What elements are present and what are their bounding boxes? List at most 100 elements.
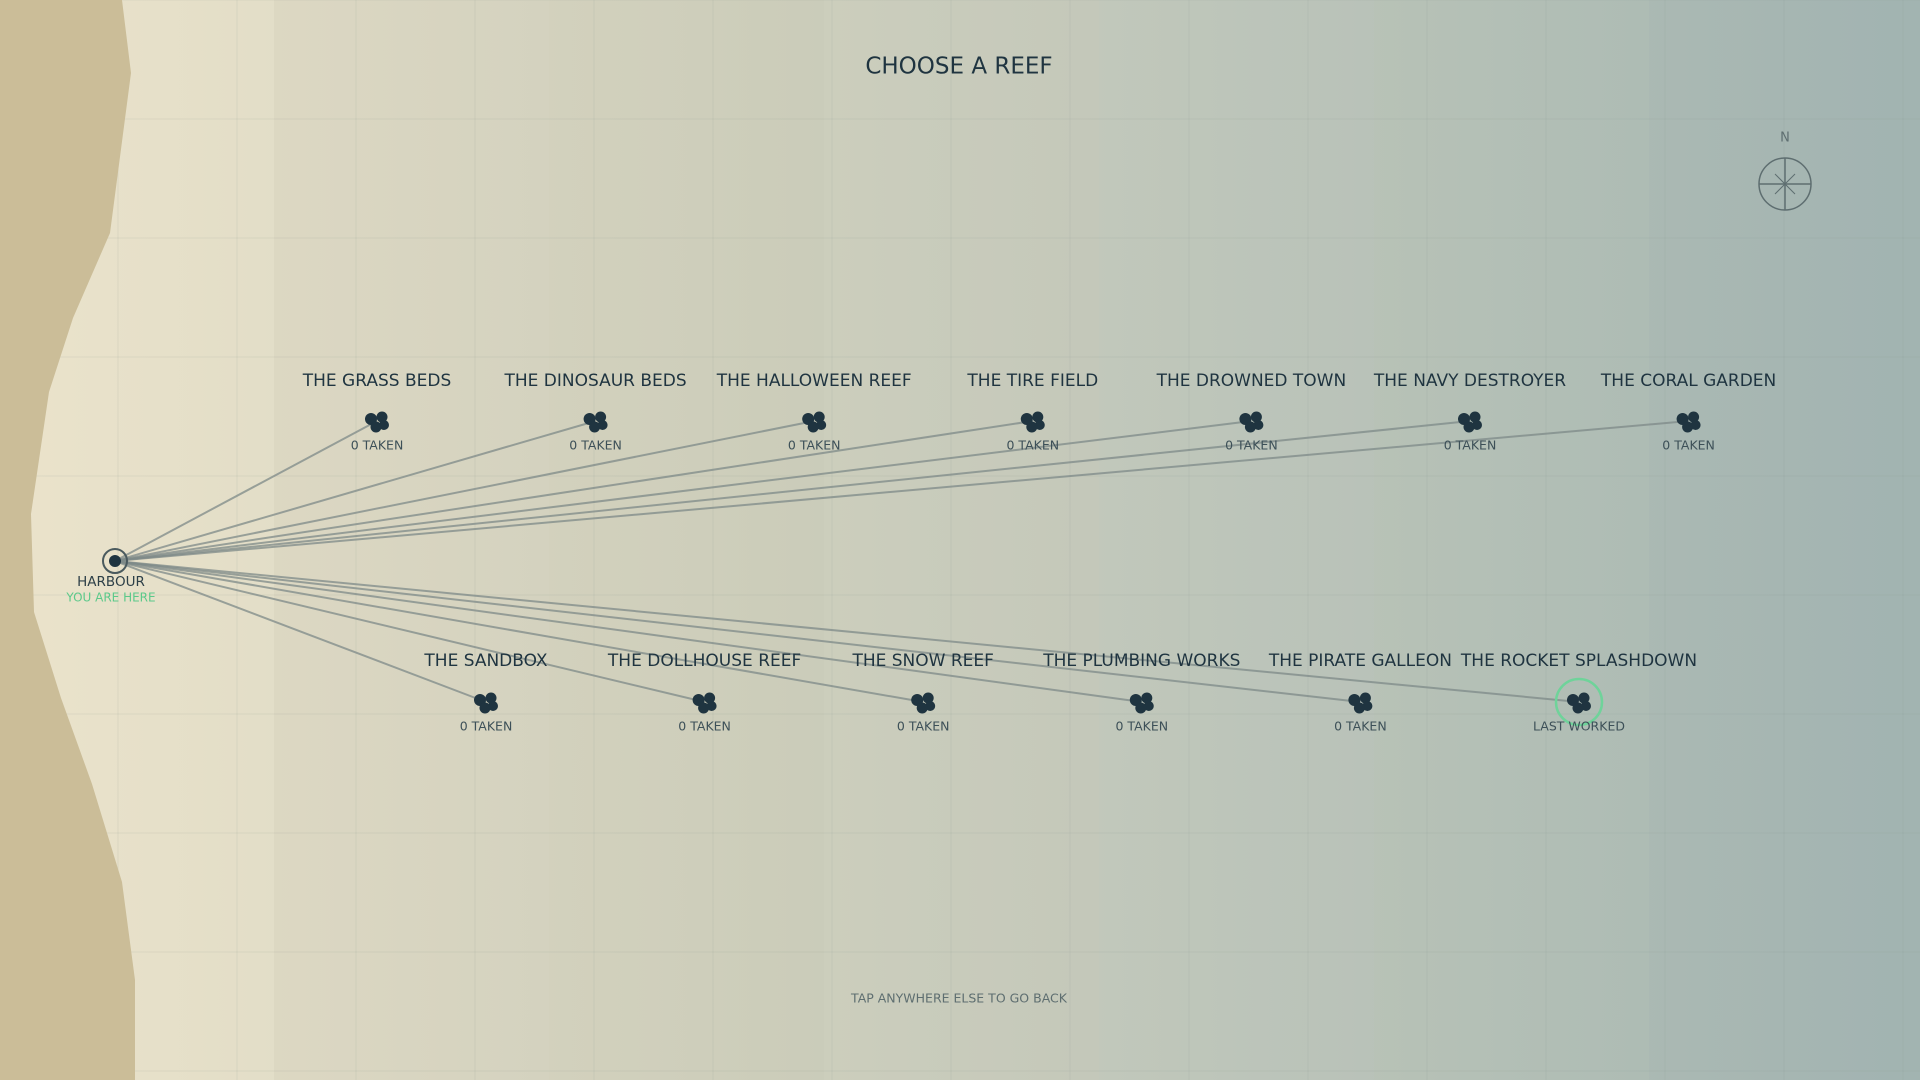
reef-status: 0 TAKEN [460, 719, 513, 734]
depth-bands [1374, 0, 1920, 1080]
reef-name: THE GRASS BEDS [302, 371, 452, 391]
reef-status: 0 TAKEN [678, 719, 731, 734]
compass-label: N [1780, 131, 1790, 146]
reef-icon [1581, 701, 1591, 711]
reef[interactable]: THE SNOW REEF 0 TAKEN [851, 651, 994, 734]
reef-icon [595, 411, 607, 423]
reefs: THE GRASS BEDS 0 TAKEN THE DINOSAUR BEDS 0 … [302, 371, 1777, 734]
reef-icon [813, 411, 825, 423]
reef[interactable]: THE GRASS BEDS 0 TAKEN [302, 371, 452, 453]
harbour-name: HARBOUR [77, 574, 145, 590]
reef-icon [704, 692, 716, 704]
route [114, 420, 596, 562]
reef-icon [1469, 411, 1481, 423]
reef-icon [1682, 421, 1694, 433]
reef[interactable]: THE SANDBOX 0 TAKEN [423, 651, 548, 734]
reef-status: 0 TAKEN [1225, 438, 1278, 453]
reef[interactable]: THE ROCKET SPLASHDOWN LAST WORKED [1460, 651, 1697, 734]
reef-status: 0 TAKEN [1116, 719, 1169, 734]
reef-icon [1253, 420, 1264, 430]
reef-icon [1362, 701, 1373, 711]
reef-status: LAST WORKED [1533, 719, 1625, 734]
route [114, 420, 1252, 562]
reef-icon [1141, 692, 1153, 704]
reef-icon [597, 420, 608, 430]
reef-icon [1032, 411, 1044, 423]
reef-name: THE CORAL GARDEN [1600, 371, 1776, 391]
reef-icon [807, 421, 819, 433]
reef-name: THE DINOSAUR BEDS [503, 371, 686, 391]
route [114, 420, 1689, 562]
route [114, 560, 1361, 703]
reef-icon [1572, 702, 1584, 714]
reef-icon [816, 420, 827, 430]
reef-name: THE SANDBOX [423, 651, 548, 671]
reef-name: THE DROWNED TOWN [1156, 371, 1347, 391]
reef-icon [488, 701, 498, 711]
reef-icon [916, 702, 928, 714]
reef-icon [1688, 411, 1700, 423]
reef-icon [1244, 421, 1256, 433]
harbour-note: YOU ARE HERE [65, 591, 155, 605]
selection-ring [1554, 677, 1604, 727]
reef-icon [1034, 420, 1045, 430]
reef-name: THE TIRE FIELD [966, 371, 1098, 391]
reef-icon [1026, 421, 1038, 433]
reef[interactable]: THE PLUMBING WORKS 0 TAKEN [1042, 651, 1240, 734]
footer-hint: TAP ANYWHERE ELSE TO GO BACK [850, 991, 1068, 1006]
reef-icon [589, 421, 601, 433]
reef-icon [1690, 420, 1701, 430]
harbour-marker[interactable] [102, 548, 128, 574]
reef-icon [376, 411, 388, 423]
reef-status: 0 TAKEN [788, 438, 841, 453]
reef-status: 0 TAKEN [569, 438, 622, 453]
reef-icon [1578, 692, 1590, 704]
reef-icon [1463, 421, 1475, 433]
title: CHOOSE A REEF [865, 54, 1052, 80]
reef[interactable]: THE PIRATE GALLEON 0 TAKEN [1268, 651, 1452, 734]
route [114, 560, 487, 703]
reef-icon [1250, 411, 1262, 423]
reef[interactable]: THE HALLOWEEN REEF 0 TAKEN [716, 371, 912, 453]
reef[interactable]: THE DINOSAUR BEDS 0 TAKEN [503, 371, 686, 453]
reef[interactable]: THE CORAL GARDEN 0 TAKEN [1600, 371, 1776, 453]
reef-name: THE PIRATE GALLEON [1268, 651, 1452, 671]
reef-icon [1143, 701, 1154, 711]
route [114, 560, 1142, 703]
coastline [0, 0, 135, 1080]
reef-icon [370, 421, 382, 433]
reef-name: THE ROCKET SPLASHDOWN [1460, 651, 1697, 671]
reef[interactable]: THE NAVY DESTROYER 0 TAKEN [1373, 371, 1566, 453]
route [114, 420, 815, 562]
reef-icon [1472, 420, 1482, 430]
reef[interactable]: THE TIRE FIELD 0 TAKEN [966, 371, 1098, 453]
reef-status: 0 TAKEN [1662, 438, 1715, 453]
reef-icon [1359, 692, 1371, 704]
route [114, 560, 924, 703]
reef-name: THE DOLLHOUSE REEF [607, 651, 801, 671]
reef-icon [379, 420, 389, 430]
route [114, 420, 378, 562]
reef[interactable]: THE DROWNED TOWN 0 TAKEN [1156, 371, 1347, 453]
reef-icon [1353, 702, 1365, 714]
route [114, 560, 705, 703]
reef-status: 0 TAKEN [1444, 438, 1497, 453]
route [114, 420, 1033, 562]
reef[interactable]: THE DOLLHOUSE REEF 0 TAKEN [607, 651, 801, 734]
route [114, 420, 1471, 562]
reef-status: 0 TAKEN [351, 438, 404, 453]
reef-icon [925, 701, 936, 711]
route [114, 560, 1580, 703]
compass [1758, 157, 1812, 211]
reef-status: 0 TAKEN [1334, 719, 1387, 734]
reef-name: THE SNOW REEF [851, 651, 994, 671]
reef-icon [479, 702, 491, 714]
reef-name: THE PLUMBING WORKS [1042, 651, 1240, 671]
reef-icon [1135, 702, 1147, 714]
reef-status: 0 TAKEN [897, 719, 950, 734]
reef-name: THE HALLOWEEN REEF [716, 371, 912, 391]
reef-icon [485, 692, 497, 704]
